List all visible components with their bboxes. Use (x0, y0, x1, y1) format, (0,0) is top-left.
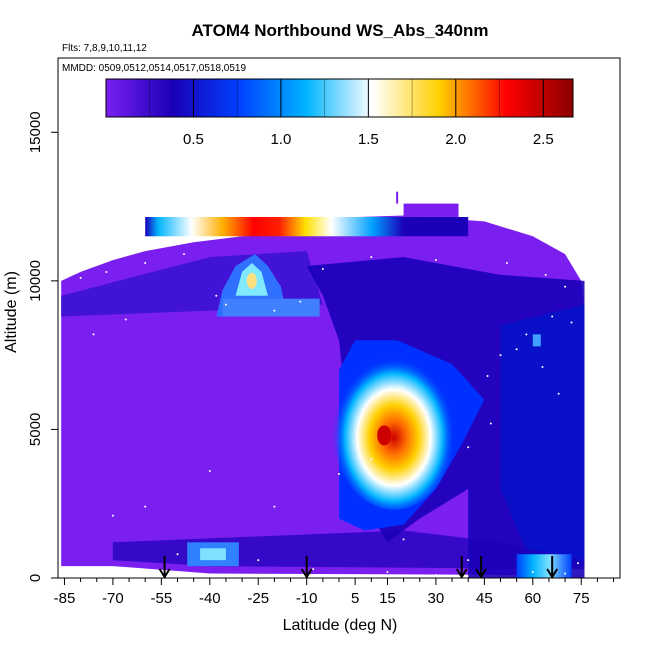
sample-point (208, 470, 211, 473)
profile-marker-head (158, 568, 171, 579)
sample-point (544, 273, 547, 276)
profile-marker-head (475, 568, 487, 579)
flights-note: Flts: 7,8,9,10,11,12 (62, 43, 147, 54)
colorbar-tick-label: 1.0 (270, 131, 291, 148)
sample-point (531, 571, 534, 574)
sample-point (515, 348, 518, 351)
sample-point (564, 572, 567, 575)
y-axis-label: Altitude (m) (3, 271, 20, 353)
x-tick-label: 30 (428, 590, 445, 607)
plot-area (61, 191, 585, 578)
sample-point (564, 285, 567, 288)
sample-point (273, 505, 276, 508)
colorbar: 0.5 1.0 1.5 2.0 2.5 (105, 78, 574, 148)
sample-point (577, 562, 580, 565)
sample-point (434, 574, 437, 577)
sample-point (144, 262, 147, 265)
sample-point (105, 270, 108, 273)
sample-point (541, 366, 544, 369)
sample-point (505, 262, 508, 265)
colorbar-tick-label: 2.0 (445, 131, 466, 148)
sample-point (434, 259, 437, 262)
sample-point (370, 458, 373, 461)
sample-point (124, 318, 127, 321)
sample-point (299, 300, 302, 303)
mmdd-note: MMDD: 0509,0512,0514,0517,0518,0519 (62, 63, 246, 74)
sample-point (312, 568, 315, 571)
surface-patch-south-core (200, 548, 226, 561)
sample-point (499, 354, 502, 357)
x-tick-label: 45 (476, 590, 493, 607)
sample-point (467, 446, 470, 449)
x-tick-label: -10 (296, 590, 318, 607)
arctic-blue-region (500, 304, 585, 567)
arctic-high-patch (532, 334, 541, 347)
y-tick-label: 15000 (27, 111, 44, 153)
profile-marker-head (300, 568, 313, 579)
y-tick-label: 5000 (27, 413, 44, 446)
sample-point (92, 333, 95, 336)
upper-cap-base (222, 298, 320, 317)
profile-marker-head (546, 568, 559, 579)
sample-point (144, 505, 147, 508)
sample-point (386, 571, 389, 574)
x-tick-label: 75 (573, 590, 590, 607)
chart-title: ATOM4 Northbound WS_Abs_340nm (192, 21, 489, 40)
x-axis: -85 -70 -55 -40 -25 -10 5 15 30 45 60 75 (54, 578, 615, 607)
colorbar-fill (105, 78, 574, 118)
sample-point (467, 559, 470, 562)
profile-marker-head (455, 568, 468, 579)
colorbar-tick-label: 2.5 (533, 131, 554, 148)
colorbar-tick-label: 1.5 (358, 131, 379, 148)
plume-core (377, 425, 392, 446)
sample-point (570, 321, 573, 324)
x-tick-label: -40 (199, 590, 221, 607)
sample-point (273, 309, 276, 312)
x-axis-label: Latitude (deg N) (283, 617, 398, 634)
arctic-boundary (516, 554, 572, 578)
high-layer-band (145, 216, 404, 237)
sample-point (79, 276, 82, 279)
sample-point (182, 253, 185, 256)
sample-point (224, 303, 227, 306)
sample-point (525, 333, 528, 336)
sample-point (557, 392, 560, 395)
x-tick-label: 5 (351, 590, 359, 607)
sample-point (215, 294, 218, 297)
sample-point (402, 538, 405, 541)
x-tick-label: 15 (379, 590, 396, 607)
sample-point (321, 267, 324, 270)
sample-point (111, 514, 114, 517)
y-tick-label: 10000 (27, 260, 44, 302)
colorbar-tick-label: 0.5 (183, 131, 204, 148)
y-axis: 0 5000 10000 15000 (27, 111, 58, 582)
sample-point (489, 422, 492, 425)
top-cap (403, 203, 459, 217)
sample-point (338, 473, 340, 475)
x-tick-label: -85 (54, 590, 76, 607)
x-tick-label: -25 (247, 590, 269, 607)
tropical-plume (332, 349, 456, 510)
high-layer-band-tail (403, 216, 469, 237)
sample-point (257, 559, 260, 562)
sample-point (370, 256, 373, 259)
sample-point (551, 315, 554, 318)
upper-cap-core (246, 272, 257, 289)
sample-point (176, 553, 179, 556)
x-tick-label: -70 (102, 590, 124, 607)
y-tick-label: 0 (27, 574, 44, 582)
profile-markers (158, 556, 559, 579)
sample-point (486, 374, 489, 377)
x-tick-label: 60 (524, 590, 541, 607)
x-tick-label: -55 (151, 590, 173, 607)
